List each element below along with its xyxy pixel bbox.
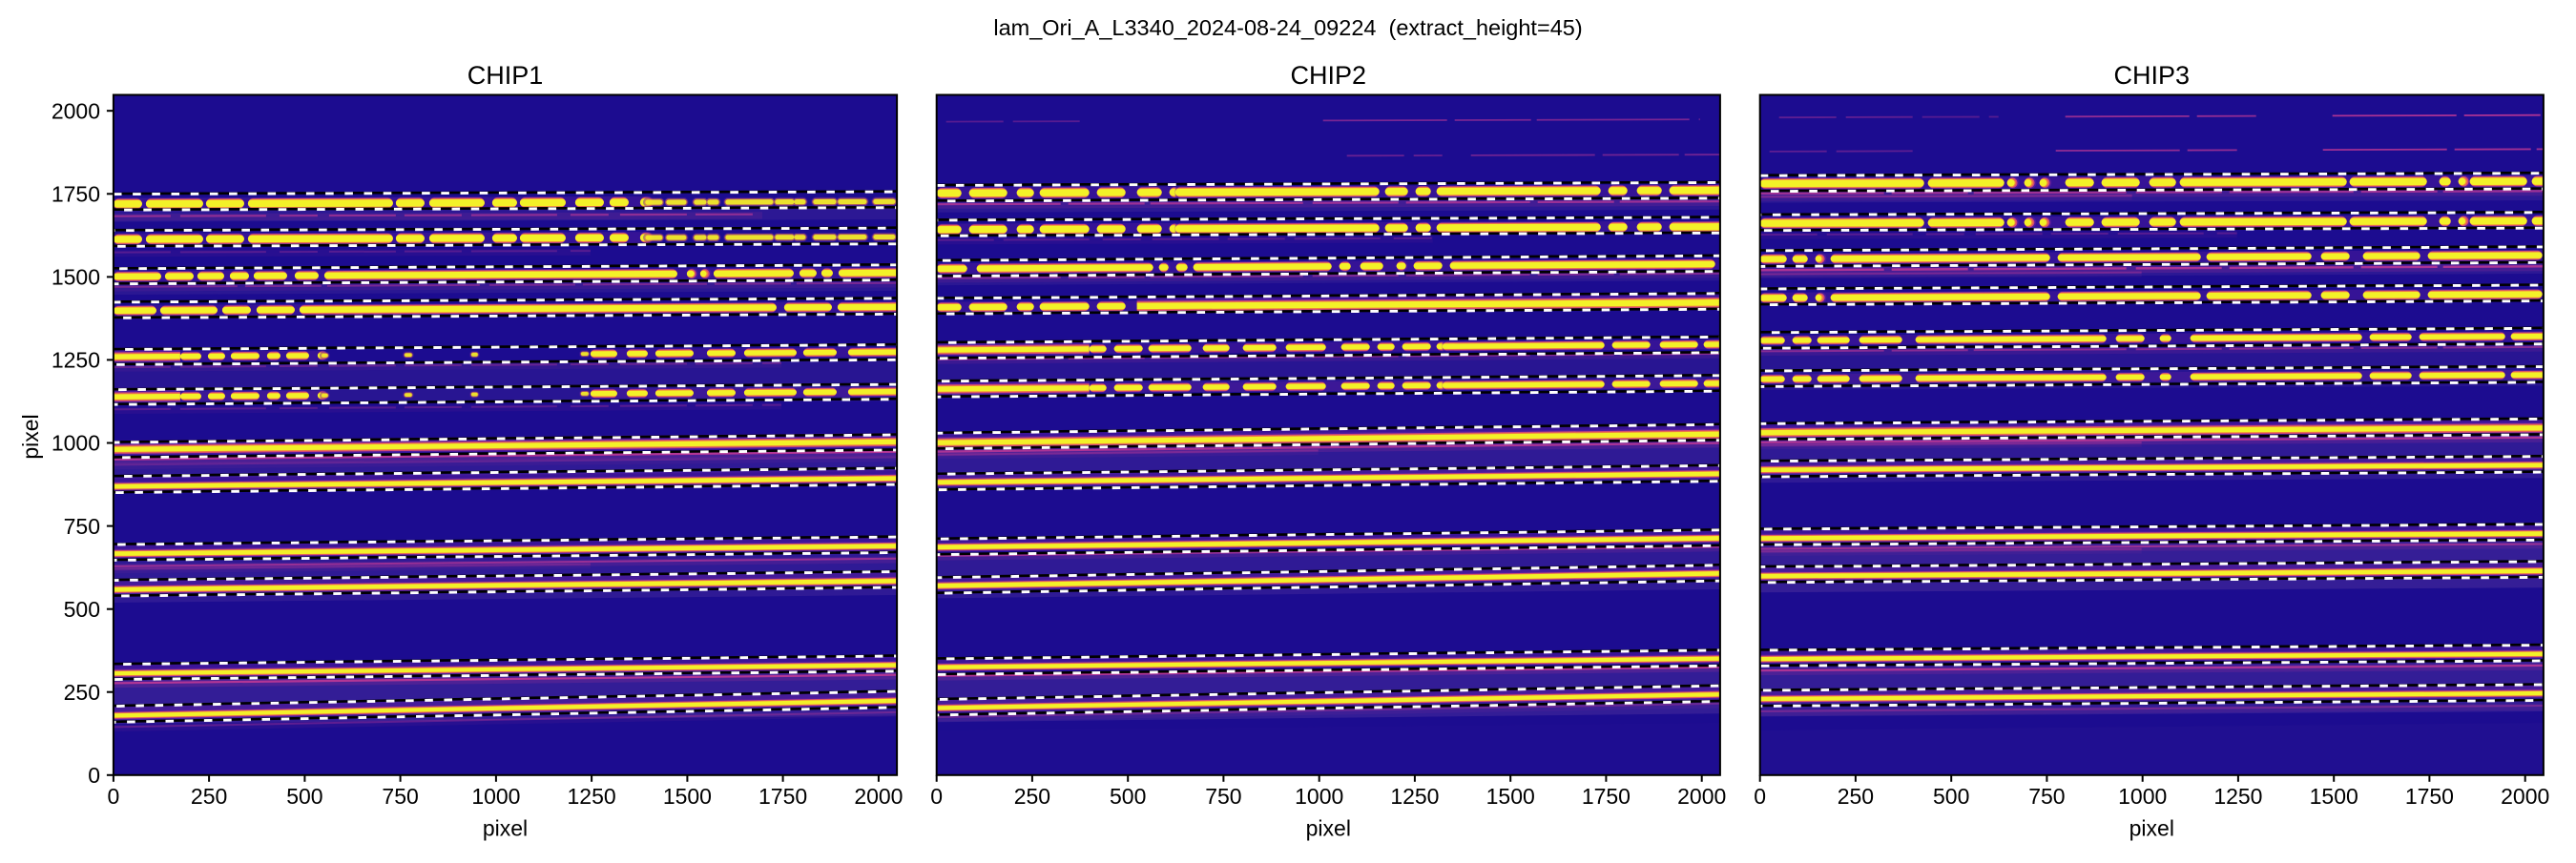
svg-text:2000: 2000: [52, 98, 100, 123]
svg-text:1500: 1500: [1486, 784, 1535, 809]
svg-text:pixel: pixel: [483, 816, 528, 841]
svg-text:1000: 1000: [52, 431, 100, 456]
svg-text:1000: 1000: [2118, 784, 2167, 809]
svg-text:250: 250: [1838, 784, 1874, 809]
svg-text:1250: 1250: [1390, 784, 1439, 809]
svg-text:CHIP1: CHIP1: [467, 61, 544, 90]
svg-text:1750: 1750: [1582, 784, 1631, 809]
svg-text:pixel: pixel: [18, 414, 43, 459]
svg-text:250: 250: [1014, 784, 1050, 809]
svg-text:CHIP3: CHIP3: [2114, 61, 2191, 90]
svg-text:1500: 1500: [2310, 784, 2358, 809]
svg-text:500: 500: [286, 784, 322, 809]
svg-text:0: 0: [108, 784, 120, 809]
svg-text:250: 250: [64, 680, 100, 705]
svg-text:1250: 1250: [568, 784, 616, 809]
svg-text:CHIP2: CHIP2: [1291, 61, 1367, 90]
svg-text:0: 0: [88, 763, 100, 788]
svg-text:1250: 1250: [2213, 784, 2262, 809]
svg-text:750: 750: [2028, 784, 2065, 809]
svg-text:1750: 1750: [758, 784, 807, 809]
svg-text:750: 750: [382, 784, 418, 809]
svg-text:pixel: pixel: [1306, 816, 1351, 841]
svg-text:lam_Ori_A_L3340_2024-08-24_092: lam_Ori_A_L3340_2024-08-24_09224 (extrac…: [993, 15, 1582, 40]
svg-text:1000: 1000: [1295, 784, 1343, 809]
svg-text:1500: 1500: [52, 265, 100, 290]
svg-text:1000: 1000: [471, 784, 520, 809]
svg-text:2000: 2000: [1677, 784, 1726, 809]
svg-text:750: 750: [1205, 784, 1241, 809]
svg-text:500: 500: [1933, 784, 1969, 809]
svg-text:pixel: pixel: [2129, 816, 2174, 841]
svg-text:1750: 1750: [52, 182, 100, 207]
svg-text:1750: 1750: [2405, 784, 2454, 809]
svg-text:250: 250: [191, 784, 227, 809]
svg-text:500: 500: [1110, 784, 1146, 809]
svg-text:2000: 2000: [2501, 784, 2549, 809]
svg-text:500: 500: [64, 597, 100, 622]
svg-text:1500: 1500: [663, 784, 712, 809]
svg-text:0: 0: [930, 784, 943, 809]
svg-text:1250: 1250: [52, 348, 100, 373]
svg-text:0: 0: [1754, 784, 1766, 809]
svg-text:750: 750: [64, 514, 100, 539]
svg-text:2000: 2000: [854, 784, 903, 809]
